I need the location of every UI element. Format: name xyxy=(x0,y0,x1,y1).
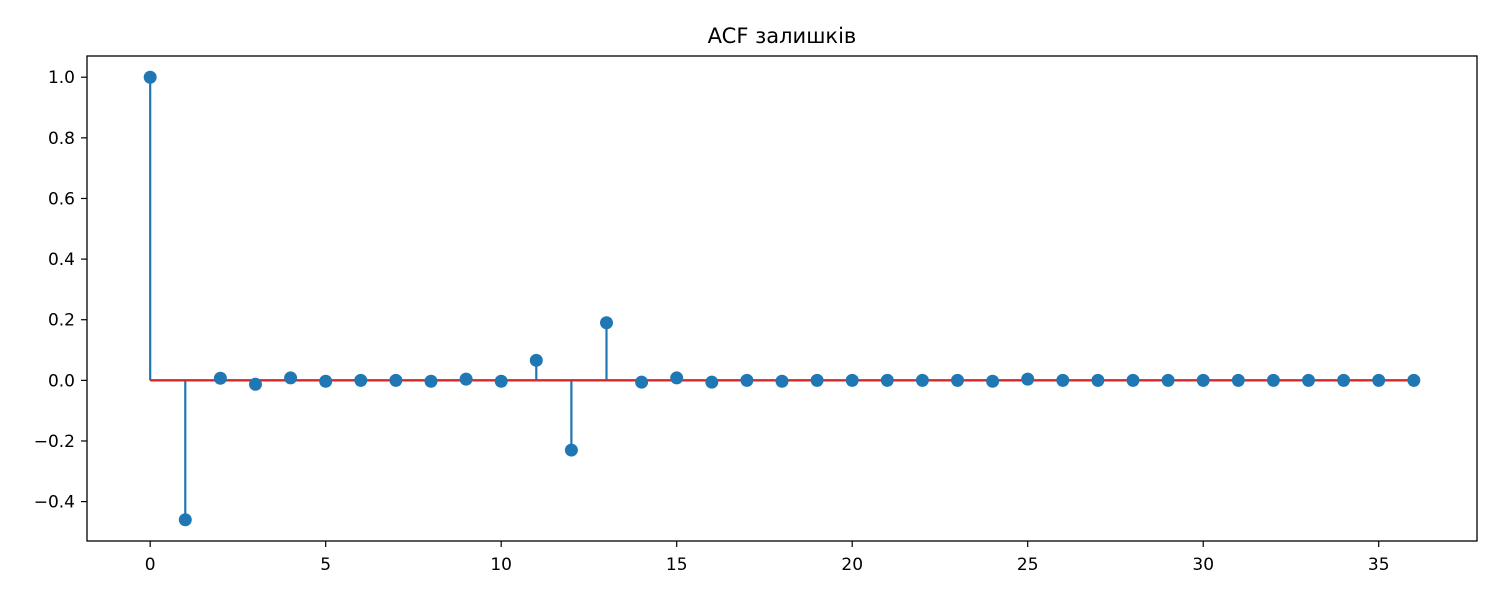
x-tick-label: 35 xyxy=(1368,555,1390,575)
stem-marker xyxy=(1056,373,1070,387)
stem-marker xyxy=(354,373,368,387)
stem-marker xyxy=(494,374,508,388)
stem-marker xyxy=(564,443,578,457)
stem-marker xyxy=(1126,373,1140,387)
stem-marker xyxy=(1302,373,1316,387)
y-tick-label: 1.0 xyxy=(48,68,75,88)
x-tick-label: 25 xyxy=(1017,555,1039,575)
stem-marker xyxy=(213,371,227,385)
y-tick-label: −0.4 xyxy=(34,493,75,513)
stem-marker xyxy=(1372,373,1386,387)
stem-marker xyxy=(1231,373,1245,387)
stem-marker xyxy=(389,373,403,387)
stem-marker xyxy=(284,371,298,385)
y-tick-label: 0.6 xyxy=(48,189,75,209)
x-tick-label: 10 xyxy=(490,555,512,575)
stem-marker xyxy=(599,316,613,330)
stem-marker xyxy=(915,373,929,387)
plot-frame xyxy=(86,55,1478,542)
y-tick-label: 0.0 xyxy=(48,371,75,391)
stem-marker xyxy=(951,373,965,387)
stem-marker xyxy=(459,372,473,386)
x-tick-label: 15 xyxy=(666,555,688,575)
x-tick-label: 0 xyxy=(145,555,156,575)
stem-marker xyxy=(143,70,157,84)
stem-marker xyxy=(670,371,684,385)
stem-marker xyxy=(1021,372,1035,386)
stem-marker xyxy=(810,373,824,387)
x-tick-label: 5 xyxy=(320,555,331,575)
axes-layer: 0 5 10 15 20 25 30 35 −0.4 −0.2 0.0 0.2 0.4 0.6 0.8 1.0 xyxy=(34,55,1478,575)
chart-title: ACF залишків xyxy=(708,24,857,48)
stem-marker xyxy=(705,375,719,389)
x-tick-label: 20 xyxy=(841,555,863,575)
stem-marker xyxy=(178,513,192,527)
stem-marker xyxy=(1337,373,1351,387)
stem-marker xyxy=(845,373,859,387)
stem-marker xyxy=(1266,373,1280,387)
x-tick-label: 30 xyxy=(1192,555,1214,575)
stem-marker xyxy=(986,374,1000,388)
stems-layer xyxy=(149,77,1029,520)
y-tick-label: −0.2 xyxy=(34,432,75,452)
stem-marker xyxy=(248,377,262,391)
stem-marker xyxy=(319,374,333,388)
markers-layer xyxy=(143,70,1421,527)
stem-marker xyxy=(1196,373,1210,387)
stem-marker xyxy=(635,375,649,389)
y-tick-label: 0.4 xyxy=(48,250,75,270)
y-tick-label: 0.2 xyxy=(48,311,75,331)
y-tick-label: 0.8 xyxy=(48,129,75,149)
stem-marker xyxy=(1407,373,1421,387)
stem-marker xyxy=(740,373,754,387)
stem-marker xyxy=(775,374,789,388)
stem-marker xyxy=(424,374,438,388)
stem-marker xyxy=(529,353,543,367)
stem-marker xyxy=(1091,373,1105,387)
stem-marker xyxy=(880,373,894,387)
stem-marker xyxy=(1161,373,1175,387)
